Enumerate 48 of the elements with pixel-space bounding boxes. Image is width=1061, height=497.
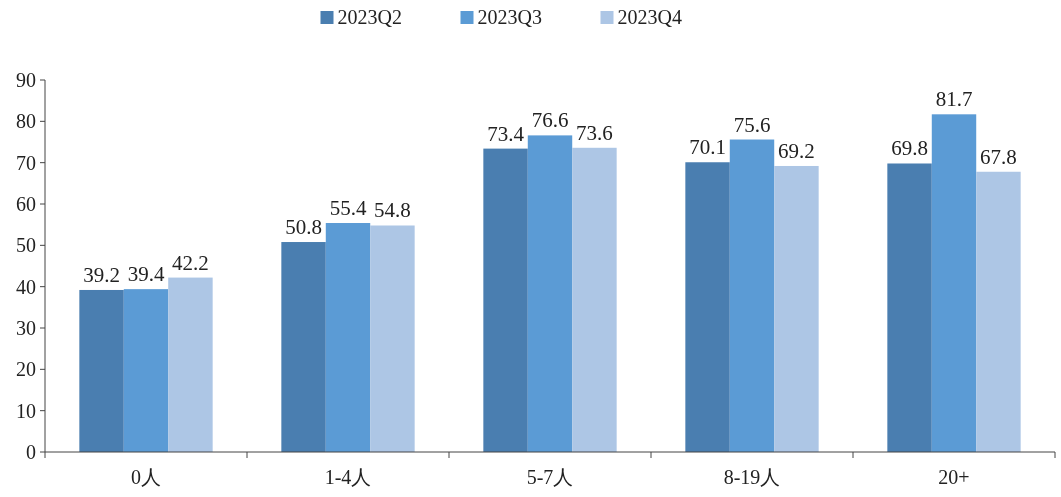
- data-label: 76.6: [531, 108, 569, 133]
- bar: [325, 223, 371, 452]
- bar: [774, 165, 819, 452]
- data-label: 55.4: [329, 196, 367, 221]
- bar: [281, 242, 326, 452]
- y-tick-label: 80: [16, 110, 36, 133]
- x-tick-label: 0人: [131, 466, 161, 488]
- data-label: 69.2: [778, 138, 815, 163]
- x-tick-label: 8-19人: [723, 466, 781, 488]
- data-label: 54.8: [374, 198, 411, 223]
- bar: [729, 139, 775, 452]
- bar: [685, 162, 730, 452]
- legend-label: 2023Q4: [617, 6, 682, 28]
- x-tick-label: 20+: [938, 466, 970, 488]
- legend-label: 2023Q2: [337, 6, 402, 28]
- y-tick-label: 60: [16, 193, 36, 215]
- bar: [370, 225, 415, 452]
- y-tick-label: 40: [16, 275, 36, 298]
- bar: [931, 114, 977, 452]
- y-tick-label: 50: [16, 234, 36, 257]
- y-tick-label: 0: [26, 441, 36, 463]
- data-label: 50.8: [285, 215, 322, 240]
- y-tick-label: 20: [16, 358, 36, 381]
- y-tick-label: 70: [16, 151, 36, 174]
- data-label: 39.2: [83, 262, 120, 287]
- data-label: 67.8: [980, 144, 1017, 169]
- data-label: 70.1: [689, 135, 726, 160]
- data-label: 73.4: [487, 121, 525, 146]
- bar: [168, 277, 213, 452]
- y-tick-label: 10: [16, 399, 36, 422]
- bar: [483, 148, 528, 452]
- legend-label: 2023Q3: [477, 6, 542, 28]
- data-label: 81.7: [935, 87, 973, 112]
- bar: [887, 163, 932, 452]
- bar: [572, 147, 617, 452]
- bar: [527, 135, 573, 452]
- data-label: 69.8: [891, 136, 928, 161]
- x-tick-label: 1-4人: [324, 466, 372, 488]
- data-label: 73.6: [576, 120, 613, 145]
- x-tick-label: 5-7人: [526, 466, 574, 488]
- bar: [123, 289, 169, 452]
- bar: [79, 289, 124, 452]
- data-label: 42.2: [172, 250, 209, 275]
- y-tick-label: 90: [16, 69, 36, 91]
- data-label: 75.6: [733, 112, 771, 137]
- bar: [976, 171, 1021, 452]
- data-label: 39.4: [127, 262, 165, 287]
- y-tick-label: 30: [16, 317, 36, 339]
